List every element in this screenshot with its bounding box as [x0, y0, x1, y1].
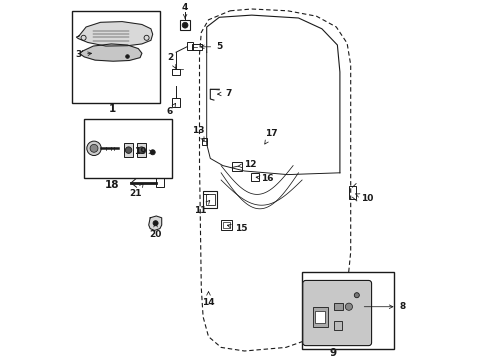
Bar [156, 178, 163, 187]
Circle shape [125, 147, 132, 153]
Bar [223, 222, 229, 228]
Text: 21: 21 [129, 184, 143, 198]
Text: 3: 3 [76, 50, 91, 59]
Text: 2: 2 [167, 53, 176, 68]
Polygon shape [148, 216, 162, 230]
Bar [84, 119, 172, 178]
Circle shape [90, 144, 98, 152]
Circle shape [354, 293, 359, 298]
Bar [123, 143, 133, 157]
Bar [232, 162, 242, 171]
Circle shape [150, 150, 155, 155]
Bar [186, 42, 193, 50]
Text: 11: 11 [194, 201, 209, 215]
Text: 12: 12 [238, 161, 256, 169]
Circle shape [87, 141, 101, 156]
Text: 1: 1 [108, 104, 116, 114]
Bar [72, 11, 160, 103]
Bar [172, 69, 180, 75]
Text: 19: 19 [134, 147, 152, 156]
Text: 20: 20 [149, 223, 162, 239]
Bar [191, 44, 202, 50]
Bar [180, 20, 190, 30]
Circle shape [138, 147, 144, 153]
Bar [172, 98, 180, 107]
Bar [203, 191, 217, 208]
Text: 7: 7 [217, 89, 231, 98]
Bar [201, 138, 207, 145]
FancyBboxPatch shape [302, 280, 371, 346]
Text: 9: 9 [328, 348, 336, 359]
Text: 13: 13 [192, 126, 204, 141]
Polygon shape [147, 146, 162, 159]
Circle shape [345, 303, 352, 310]
Polygon shape [80, 44, 142, 61]
Circle shape [153, 221, 158, 226]
Bar [302, 272, 393, 349]
Text: 16: 16 [256, 174, 272, 183]
Bar [348, 186, 355, 199]
Text: 5: 5 [200, 42, 222, 51]
Bar [333, 321, 342, 330]
Text: 14: 14 [202, 292, 214, 307]
Bar [251, 173, 259, 181]
Bar [312, 307, 327, 327]
Text: 4: 4 [182, 3, 188, 18]
Text: 18: 18 [105, 180, 120, 190]
Bar [221, 220, 231, 230]
Bar [314, 310, 325, 323]
Text: 15: 15 [227, 224, 246, 233]
Polygon shape [76, 22, 152, 46]
Circle shape [182, 22, 187, 28]
Circle shape [125, 55, 129, 58]
Text: 8: 8 [364, 302, 405, 311]
Text: 10: 10 [355, 194, 372, 203]
Bar [137, 143, 146, 157]
Text: 17: 17 [264, 129, 277, 144]
Bar [333, 303, 342, 310]
Bar [205, 194, 214, 205]
Text: 6: 6 [166, 103, 175, 116]
